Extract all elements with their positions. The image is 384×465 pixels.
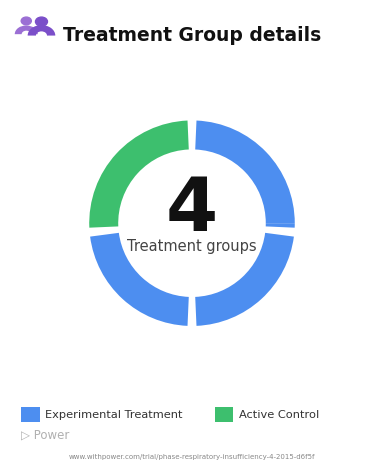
Wedge shape	[15, 26, 38, 34]
Circle shape	[35, 17, 48, 26]
Wedge shape	[195, 233, 294, 326]
Wedge shape	[90, 233, 189, 326]
Wedge shape	[28, 25, 55, 36]
Circle shape	[21, 17, 31, 25]
Text: www.withpower.com/trial/phase-respiratory-insufficiency-4-2015-d6f5f: www.withpower.com/trial/phase-respirator…	[69, 454, 315, 459]
Text: Experimental Treatment: Experimental Treatment	[45, 410, 182, 420]
Text: 4: 4	[166, 173, 218, 246]
Text: Active Control: Active Control	[239, 410, 319, 420]
Wedge shape	[195, 120, 295, 223]
Wedge shape	[89, 120, 189, 228]
Text: Treatment groups: Treatment groups	[127, 239, 257, 254]
Wedge shape	[266, 223, 295, 228]
Text: ▷ Power: ▷ Power	[21, 428, 70, 441]
Text: Treatment Group details: Treatment Group details	[63, 26, 321, 45]
